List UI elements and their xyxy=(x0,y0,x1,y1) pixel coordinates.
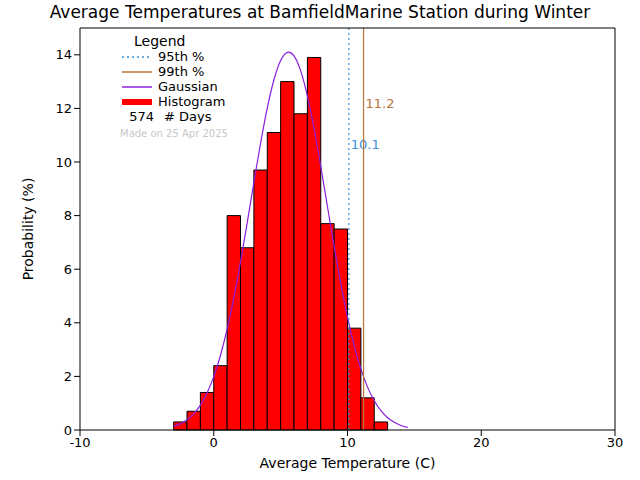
svg-text:10.1: 10.1 xyxy=(351,137,380,152)
svg-text:-10: -10 xyxy=(69,435,90,450)
html-text:# Days: # Days xyxy=(164,109,212,124)
svg-text:0: 0 xyxy=(64,423,72,438)
svg-text:Probability (%): Probability (%) xyxy=(20,178,36,281)
html-text:Histogram: Histogram xyxy=(158,94,226,109)
html-text:Legend: Legend xyxy=(134,33,186,49)
html-text:574: 574 xyxy=(129,109,154,124)
svg-text:30: 30 xyxy=(607,435,624,450)
svg-text:10: 10 xyxy=(55,155,72,170)
svg-text:10: 10 xyxy=(339,435,356,450)
svg-text:4: 4 xyxy=(64,315,72,330)
svg-text:8: 8 xyxy=(64,208,72,223)
svg-text:2: 2 xyxy=(64,369,72,384)
html-text:Gaussian: Gaussian xyxy=(158,79,218,94)
svg-text:Average Temperature (C): Average Temperature (C) xyxy=(260,455,436,471)
html-text:99th %: 99th % xyxy=(158,64,205,79)
svg-text:20: 20 xyxy=(473,435,490,450)
svg-text:6: 6 xyxy=(64,262,72,277)
svg-text:0: 0 xyxy=(210,435,218,450)
svg-text:12: 12 xyxy=(55,101,72,116)
svg-text:14: 14 xyxy=(55,47,72,62)
html-text:95th %: 95th % xyxy=(158,49,205,64)
html-text:Made on 25 Apr 2025: Made on 25 Apr 2025 xyxy=(120,128,228,139)
svg-text:11.2: 11.2 xyxy=(366,96,395,111)
html-text:Average Temperatures at Bamfie: Average Temperatures at BamfieldMarine S… xyxy=(49,2,591,22)
